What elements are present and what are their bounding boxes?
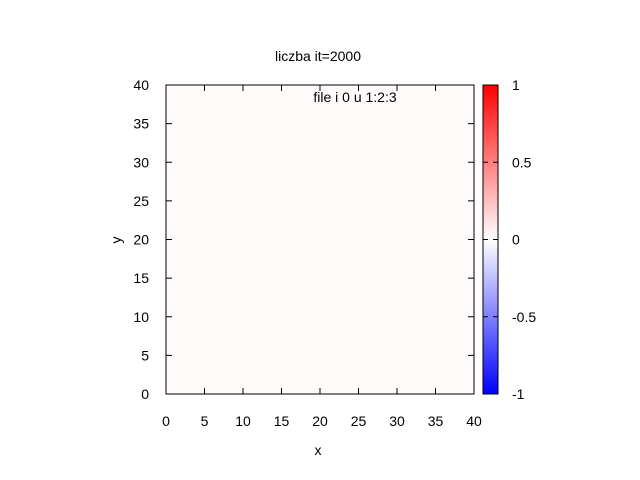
x-tick-label: 0 — [162, 413, 170, 429]
chart-title: liczba it=2000 — [275, 48, 361, 64]
colorbar-ticks: 1 0.5 0 -0.5 -1 — [483, 77, 536, 402]
x-tick-label: 25 — [351, 413, 367, 429]
y-tick-label: 10 — [133, 309, 149, 325]
y-tick-label: 0 — [141, 386, 149, 402]
y-tick-label: 5 — [141, 347, 149, 363]
y-tick-label: 15 — [133, 270, 149, 286]
x-axis-label: x — [315, 442, 322, 458]
x-tick-label: 15 — [274, 413, 290, 429]
colorbar-tick-label: -0.5 — [512, 309, 536, 325]
y-axis-label: y — [108, 237, 124, 244]
y-tick-label: 25 — [133, 193, 149, 209]
colorbar-tick-label: 0.5 — [512, 154, 532, 170]
y-tick-label: 35 — [133, 116, 149, 132]
y-tick-label: 40 — [133, 77, 149, 93]
x-axis-ticks: 0 5 10 15 20 25 30 35 40 — [162, 85, 482, 429]
x-tick-label: 35 — [428, 413, 444, 429]
x-tick-label: 20 — [312, 413, 328, 429]
colorbar-tick-label: -1 — [512, 386, 525, 402]
x-tick-label: 40 — [466, 413, 482, 429]
heatmap-field — [166, 85, 474, 394]
colorbar-tick-label: 0 — [512, 232, 520, 248]
y-tick-label: 30 — [133, 154, 149, 170]
y-axis-ticks: 0 5 10 15 20 25 30 35 40 — [133, 77, 474, 402]
x-tick-label: 30 — [389, 413, 405, 429]
y-tick-label: 20 — [133, 232, 149, 248]
x-tick-label: 5 — [201, 413, 209, 429]
x-tick-label: 10 — [235, 413, 251, 429]
colorbar-tick-label: 1 — [512, 77, 520, 93]
legend-entry: file i 0 u 1:2:3 — [313, 89, 396, 105]
